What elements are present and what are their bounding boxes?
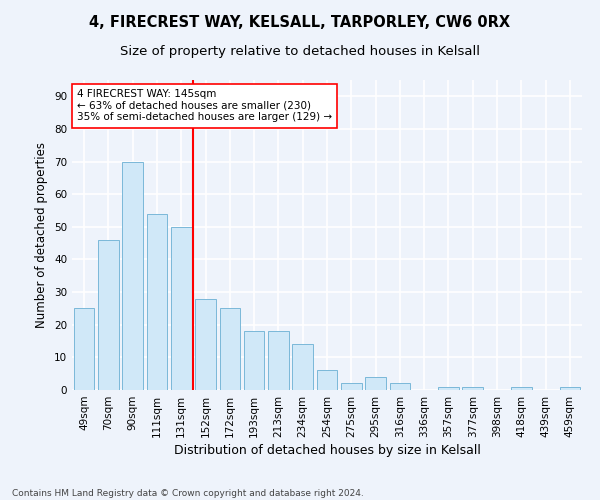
Bar — [511, 386, 532, 390]
Bar — [122, 162, 143, 390]
Text: Size of property relative to detached houses in Kelsall: Size of property relative to detached ho… — [120, 45, 480, 58]
Bar — [292, 344, 313, 390]
Bar — [341, 384, 362, 390]
Bar — [98, 240, 119, 390]
Text: 4 FIRECREST WAY: 145sqm
← 63% of detached houses are smaller (230)
35% of semi-d: 4 FIRECREST WAY: 145sqm ← 63% of detache… — [77, 90, 332, 122]
X-axis label: Distribution of detached houses by size in Kelsall: Distribution of detached houses by size … — [173, 444, 481, 457]
Bar — [195, 298, 216, 390]
Text: Contains HM Land Registry data © Crown copyright and database right 2024.: Contains HM Land Registry data © Crown c… — [12, 488, 364, 498]
Bar — [146, 214, 167, 390]
Bar — [244, 332, 265, 390]
Bar — [74, 308, 94, 390]
Y-axis label: Number of detached properties: Number of detached properties — [35, 142, 49, 328]
Bar — [268, 332, 289, 390]
Bar — [171, 227, 191, 390]
Bar — [389, 384, 410, 390]
Bar — [560, 386, 580, 390]
Bar — [438, 386, 459, 390]
Bar — [220, 308, 240, 390]
Bar — [463, 386, 483, 390]
Text: 4, FIRECREST WAY, KELSALL, TARPORLEY, CW6 0RX: 4, FIRECREST WAY, KELSALL, TARPORLEY, CW… — [89, 15, 511, 30]
Bar — [317, 370, 337, 390]
Bar — [365, 377, 386, 390]
